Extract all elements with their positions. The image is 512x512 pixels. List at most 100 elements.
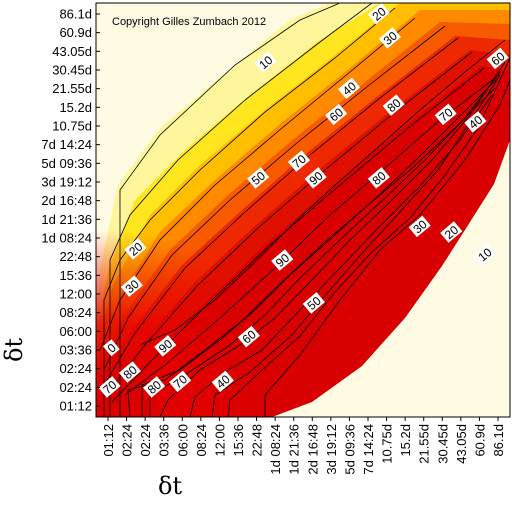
contour-label-box (271, 249, 294, 271)
contour-label-box (103, 339, 120, 357)
contour-label-box (254, 51, 277, 73)
contour-label-box (143, 376, 166, 398)
contour-label: 80 (143, 376, 166, 398)
contour-label-box (302, 292, 325, 314)
contour-label: 20 (440, 221, 463, 243)
contour-label-box (325, 103, 348, 126)
contour-label-box (367, 2, 390, 25)
contour-label-box (247, 167, 270, 189)
contour-label-box (98, 376, 121, 398)
contour-80 (111, 67, 485, 403)
contour-label: 40 (338, 77, 361, 100)
y-axis-title: δt (0, 338, 28, 362)
contour-label-box (378, 27, 402, 49)
contour-label: 90 (154, 335, 177, 357)
contour-label: 90 (271, 249, 294, 271)
contour-label-box (440, 221, 463, 243)
contour-label-box (382, 94, 405, 116)
x-tick-label: 1d 21:36 (287, 424, 302, 475)
x-tick-label: 15:36 (231, 424, 246, 457)
y-tick-label: 1d 08:24 (41, 231, 92, 246)
x-tick-label: 1d 08:24 (268, 424, 283, 475)
x-tick-label: 3d 19:12 (324, 424, 339, 475)
contour-label: 10 (254, 51, 277, 73)
contour-label: 50 (302, 292, 325, 314)
contour-label: 70 (169, 370, 192, 393)
y-tick-label: 06:00 (59, 324, 92, 339)
plot-frame (95, 2, 511, 418)
x-tick-label: 08:24 (194, 424, 209, 457)
contour-60 (105, 37, 459, 383)
y-tick-label: 3d 19:12 (41, 175, 92, 190)
y-axis-ticks: 01:12 02:24 02:24 03:36 06:00 08:24 12:00 15:36… (41, 7, 100, 414)
contour-90b (139, 39, 506, 346)
x-tick-label: 86.1d (491, 424, 506, 457)
contour-50 (103, 25, 446, 371)
y-tick-label: 01:12 (59, 399, 92, 414)
y-tick-label: 08:24 (59, 305, 92, 320)
contour-label-box (338, 77, 361, 100)
contour-10 (119, 3, 341, 417)
contour-label-box (124, 238, 147, 260)
x-axis-ticks: 01:12 02:24 02:24 03:36 06:00 08:24 12:00 15:36… (101, 417, 506, 475)
contour-40b (189, 94, 493, 417)
contour-label-box (464, 111, 487, 133)
contour-label: 40 (211, 370, 234, 393)
y-tick-label: 02:24 (59, 380, 92, 395)
x-tick-label: 06:00 (175, 424, 190, 457)
x-tick-label: 15.2d (398, 424, 413, 457)
y-tick-label: 60.9d (59, 25, 92, 40)
y-tick-label: 21.55d (52, 81, 92, 96)
y-tick-label: 1d 21:36 (41, 212, 92, 227)
contour-label: 30 (120, 275, 143, 297)
x-tick-label: 21.55d (417, 424, 432, 464)
contour-label: 90 (304, 167, 327, 189)
contour-label: 60 (486, 47, 509, 70)
y-tick-label: 22:48 (59, 249, 92, 264)
copyright-text: Copyright Gilles Zumbach 2012 (112, 16, 266, 28)
contour-label: 0 (103, 339, 120, 357)
contour-label-box (304, 167, 327, 189)
contour-label-box (287, 150, 311, 172)
y-tick-label: 03:36 (59, 343, 92, 358)
contour-label-box (211, 370, 234, 393)
contour-10b (264, 79, 510, 417)
x-tick-label: 60.9d (472, 424, 487, 457)
contour-label-box (118, 361, 142, 383)
contour-label: 80 (382, 94, 405, 116)
x-tick-label: 22:48 (250, 424, 265, 457)
y-tick-label: 15:36 (59, 268, 92, 283)
contour-label: 50 (247, 167, 270, 189)
x-axis-title: δt (158, 472, 182, 500)
y-tick-label: 5d 09:36 (41, 156, 92, 171)
x-tick-label: 02:24 (138, 424, 153, 457)
y-tick-label: 7d 14:24 (41, 137, 92, 152)
x-tick-label: 03:36 (157, 424, 172, 457)
contour-label-box (367, 167, 390, 189)
contour-40 (99, 17, 416, 351)
contour-label: 70 (434, 103, 457, 126)
y-tick-label: 30.45d (52, 63, 92, 78)
x-tick-label: 5d 09:36 (342, 424, 357, 475)
contour-label-box (169, 370, 192, 393)
contour-label: 30 (378, 27, 402, 49)
x-tick-label: 30.45d (435, 424, 450, 464)
y-tick-label: 10.75d (52, 119, 92, 134)
contour-label: 60 (237, 325, 260, 348)
contour-label: 20 (124, 238, 147, 260)
contour-label: 80 (367, 167, 390, 189)
contour-label: 30 (408, 215, 431, 238)
contour-30b (211, 74, 501, 417)
x-tick-label: 43.05d (454, 424, 469, 464)
contour-label: 60 (325, 103, 348, 126)
plot-area: Copyright Gilles Zumbach 2012 2030104060… (95, 2, 511, 418)
contour-label-box (486, 47, 509, 70)
y-tick-label: 02:24 (59, 361, 92, 376)
y-tick-label: 15.2d (59, 100, 92, 115)
heat-bands (96, 3, 510, 417)
y-tick-label: 2d 16:48 (41, 193, 92, 208)
x-tick-label: 02:24 (120, 424, 135, 457)
x-tick-label: 10.75d (380, 424, 395, 464)
